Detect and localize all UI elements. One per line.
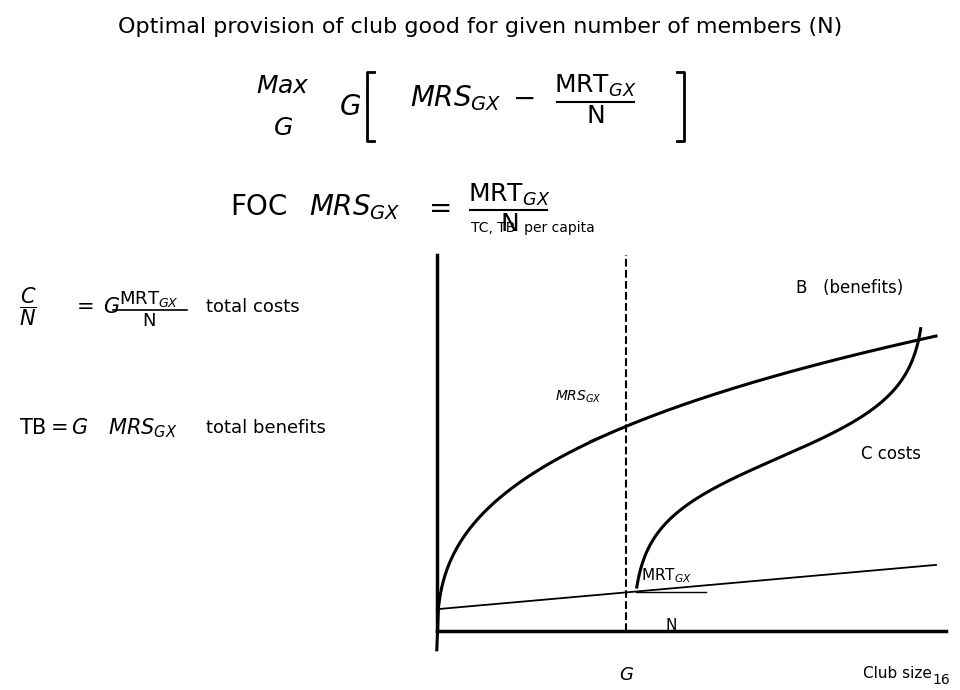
- Text: TC, TB  per capita: TC, TB per capita: [471, 221, 594, 235]
- Text: $= \; \mathit{G}$: $= \; \mathit{G}$: [72, 297, 120, 317]
- Text: $\mathit{G}$: $\mathit{G}$: [274, 116, 293, 139]
- Text: N: N: [665, 618, 677, 633]
- Text: total costs: total costs: [206, 298, 300, 316]
- Text: Optimal provision of club good for given number of members (N): Optimal provision of club good for given…: [118, 17, 842, 37]
- Text: $\mathrm{N}$: $\mathrm{N}$: [142, 312, 156, 330]
- Text: $\mathrm{N}$: $\mathrm{N}$: [586, 104, 605, 128]
- Text: $\mathrm{FOC}$: $\mathrm{FOC}$: [230, 193, 288, 221]
- Text: B   (benefits): B (benefits): [796, 279, 903, 297]
- Text: C costs: C costs: [861, 445, 922, 463]
- Text: $\dfrac{C}{N}$: $\dfrac{C}{N}$: [19, 286, 36, 328]
- Text: $\mathrm{N}$: $\mathrm{N}$: [499, 213, 518, 236]
- Text: $\mathit{MRS}_{GX}$: $\mathit{MRS}_{GX}$: [555, 388, 602, 405]
- Text: Club size: Club size: [863, 666, 932, 681]
- Text: $G$: $G$: [619, 666, 634, 684]
- Text: $\mathit{G}$: $\mathit{G}$: [339, 93, 362, 121]
- Text: $\mathrm{TB} = \mathit{G} \quad \mathit{MRS}_{GX}$: $\mathrm{TB} = \mathit{G} \quad \mathit{…: [19, 416, 178, 440]
- Text: total benefits: total benefits: [206, 419, 326, 437]
- Text: $\mathrm{MRT}_{GX}$: $\mathrm{MRT}_{GX}$: [641, 566, 692, 585]
- Text: $\mathit{MRS}_{GX}$: $\mathit{MRS}_{GX}$: [410, 83, 502, 113]
- Text: $\mathrm{MRT}_{GX}$: $\mathrm{MRT}_{GX}$: [554, 73, 636, 99]
- Text: $\mathit{Max}$: $\mathit{Max}$: [256, 75, 310, 98]
- Text: $\mathit{MRS}_{GX}$: $\mathit{MRS}_{GX}$: [309, 192, 401, 222]
- Text: $-$: $-$: [512, 84, 535, 112]
- Text: $\mathrm{MRT}_{GX}$: $\mathrm{MRT}_{GX}$: [119, 289, 179, 308]
- Text: $=$: $=$: [423, 193, 450, 221]
- Text: 16: 16: [933, 673, 950, 687]
- Text: $\mathrm{MRT}_{GX}$: $\mathrm{MRT}_{GX}$: [468, 181, 550, 208]
